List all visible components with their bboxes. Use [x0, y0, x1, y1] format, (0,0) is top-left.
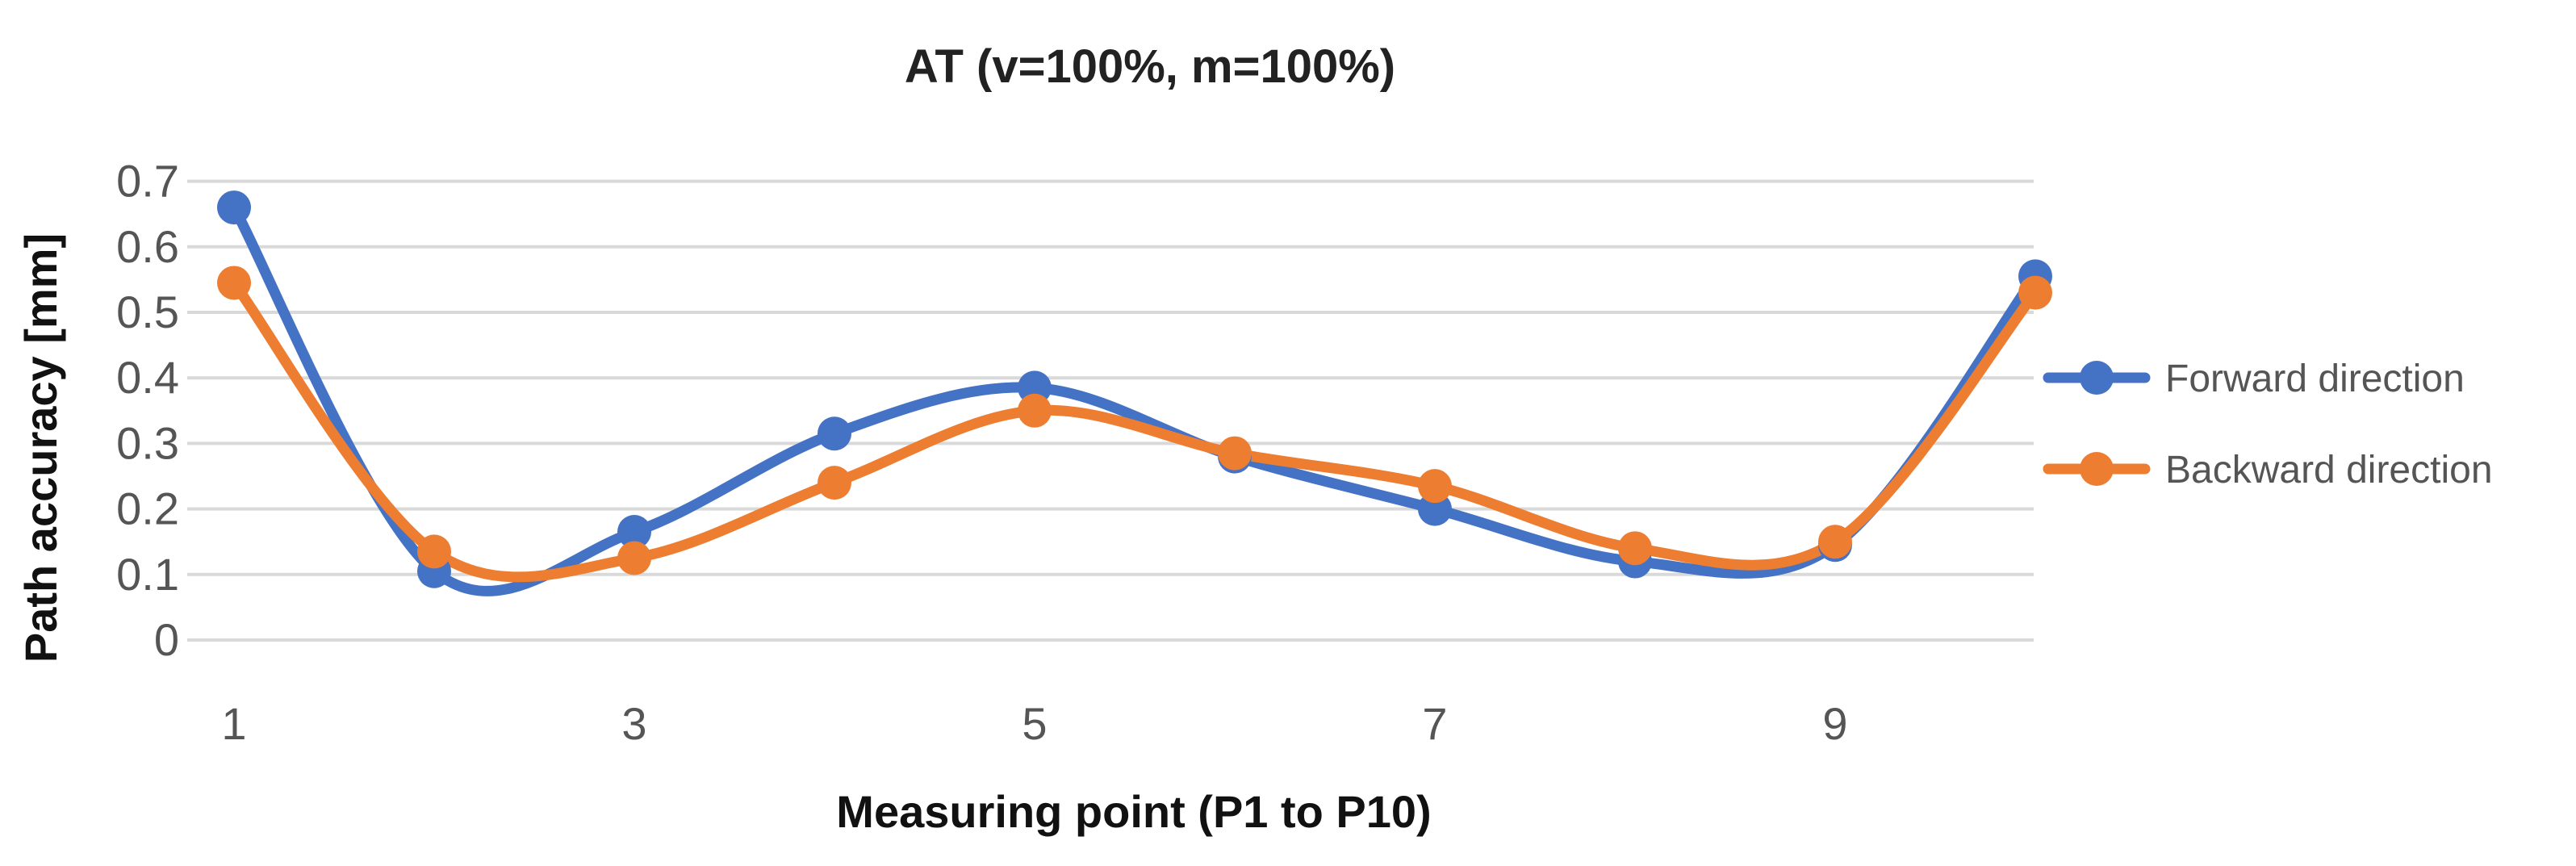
series-markers — [217, 190, 2052, 588]
legend-marker-backward-direction — [2080, 452, 2114, 486]
chart-title: AT (v=100%, m=100%) — [905, 40, 1395, 93]
legend-item-backward-direction: Backward direction — [2043, 449, 2493, 492]
y-tick-label: 0.5 — [116, 287, 179, 337]
y-tick-label: 0.3 — [116, 417, 179, 468]
x-tick-label: 7 — [1422, 698, 1447, 749]
x-tick-label: 1 — [221, 698, 246, 749]
x-tick-label: 5 — [1022, 698, 1047, 749]
y-axis-ticks: 0 0.1 0.2 0.3 0.4 0.5 0.6 0.7 — [116, 156, 179, 665]
legend-label-backward-direction: Backward direction — [2165, 449, 2493, 492]
y-tick-label: 0.7 — [116, 156, 179, 207]
x-tick-label: 9 — [1822, 698, 1847, 749]
data-point-backward-direction — [1018, 393, 1052, 428]
data-point-backward-direction — [2018, 275, 2052, 310]
y-tick-label: 0.6 — [116, 221, 179, 272]
y-tick-label: 0.4 — [116, 352, 179, 403]
legend-label-forward-direction: Forward direction — [2165, 358, 2465, 400]
series-line-backward-direction — [228, 277, 2041, 583]
data-point-forward-direction — [818, 416, 851, 451]
series-lines — [228, 202, 2041, 596]
legend: Forward direction Backward direction — [2043, 358, 2493, 492]
data-point-backward-direction — [1618, 531, 1652, 566]
data-point-backward-direction — [818, 466, 851, 500]
data-point-backward-direction — [1418, 469, 1452, 504]
data-point-backward-direction — [417, 534, 451, 569]
series-line-forward-direction — [228, 202, 2041, 596]
legend-item-forward-direction: Forward direction — [2043, 358, 2465, 400]
y-tick-label: 0 — [154, 614, 179, 665]
data-point-forward-direction — [217, 190, 251, 225]
data-point-backward-direction — [1218, 436, 1252, 471]
x-axis-title: Measuring point (P1 to P10) — [836, 786, 1431, 837]
data-point-backward-direction — [217, 266, 251, 300]
data-point-backward-direction — [617, 541, 651, 575]
y-axis-title: Path accuracy [mm] — [15, 233, 66, 663]
x-axis-ticks: 1 3 5 7 9 — [221, 698, 1847, 749]
legend-marker-forward-direction — [2080, 361, 2114, 395]
data-point-forward-direction — [617, 515, 651, 550]
x-tick-label: 3 — [621, 698, 646, 749]
y-tick-label: 0.1 — [116, 549, 179, 600]
data-point-backward-direction — [1818, 525, 1852, 559]
y-tick-label: 0.2 — [116, 483, 179, 534]
